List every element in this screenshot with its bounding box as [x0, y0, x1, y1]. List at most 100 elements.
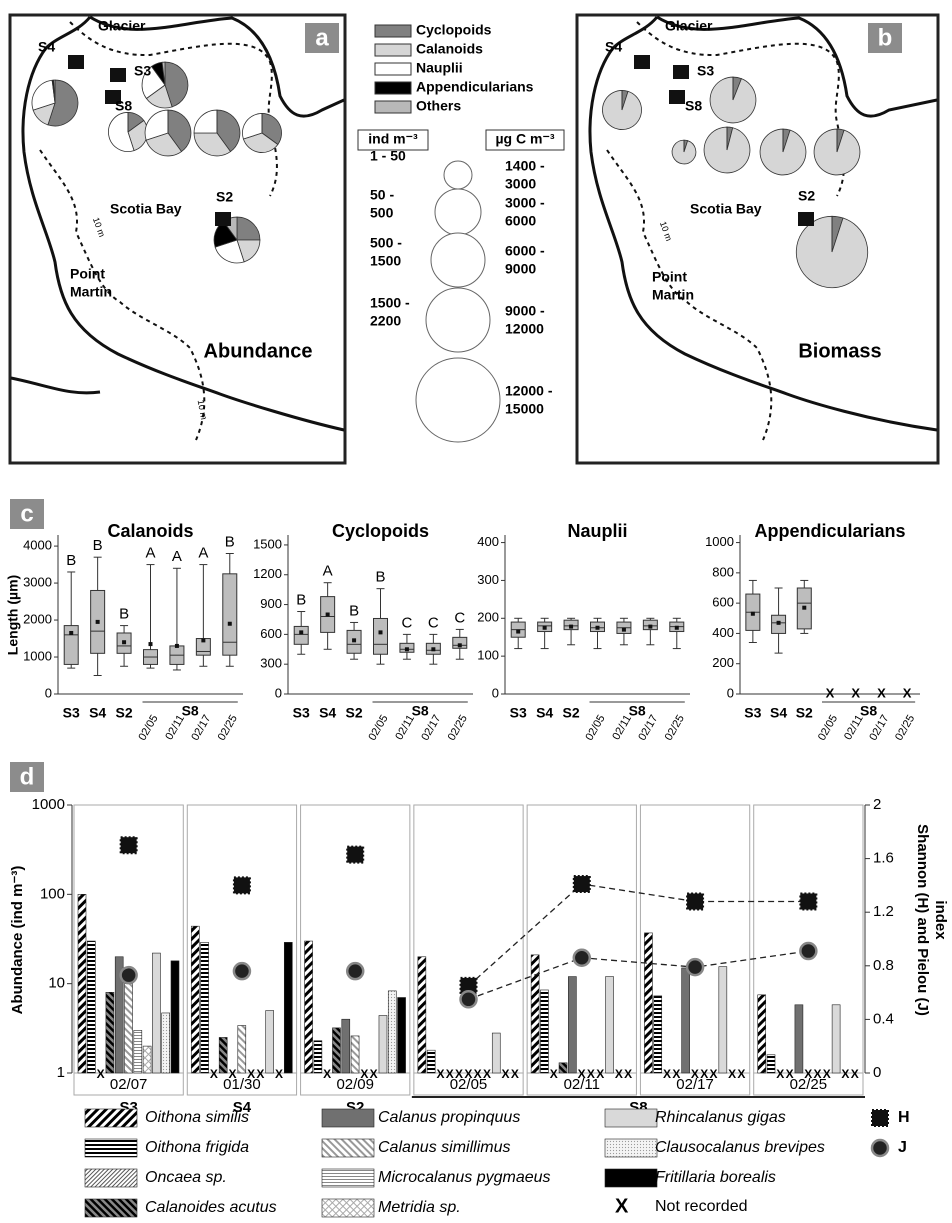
- x-tick-label: S4: [770, 705, 787, 721]
- legend-label: Others: [416, 98, 461, 114]
- legend-label: Metridia sp.: [378, 1199, 461, 1216]
- bar: [766, 1054, 776, 1074]
- mean: [569, 624, 574, 629]
- y2-tick-label: 0: [873, 1064, 881, 1081]
- y-tick-label: 200: [712, 655, 734, 670]
- map-title: Biomass: [798, 340, 881, 362]
- date-box: [526, 1072, 637, 1096]
- bar: [152, 952, 161, 1074]
- y2-tick-label: 0.4: [873, 1010, 894, 1027]
- coastline: [10, 376, 101, 395]
- not-recorded: X: [737, 1067, 745, 1081]
- panel-label-box: [305, 23, 339, 53]
- not-recorded: X: [474, 1067, 482, 1081]
- not-recorded: X: [228, 1067, 236, 1081]
- legend-swatch: [604, 1108, 658, 1128]
- not-recorded: X: [275, 1067, 283, 1081]
- pie-wedge: [236, 216, 261, 241]
- date-label: 02/09: [336, 1076, 374, 1093]
- x-tick-label: S3: [510, 705, 527, 721]
- not-recorded: X: [710, 1067, 718, 1081]
- bar: [313, 1040, 323, 1074]
- panel-label: c: [20, 500, 33, 527]
- unit-box: [485, 129, 565, 151]
- y2-tick-label: 1.6: [873, 850, 894, 867]
- not-recorded: X: [97, 1067, 105, 1081]
- place-label: Point: [70, 266, 105, 282]
- unit-label: ind m⁻³: [368, 131, 418, 147]
- size-class-circle: [425, 287, 491, 353]
- group-frame: [413, 804, 524, 1074]
- legend-label: Appendicularians: [416, 79, 534, 95]
- bar: [77, 894, 87, 1074]
- legend-swatch: [84, 1108, 138, 1128]
- legend-label: Oithona frigida: [145, 1139, 249, 1156]
- y-tick-label: 300: [477, 572, 499, 587]
- x-tick-label: 02/05: [583, 713, 607, 743]
- y-tick-label: 0: [45, 685, 52, 700]
- bar: [397, 997, 406, 1074]
- date-label: 02/05: [450, 1076, 488, 1093]
- x-tick-label: S3: [63, 705, 80, 721]
- not-recorded: X: [691, 1067, 699, 1081]
- bar: [218, 1037, 228, 1074]
- station-label: S2: [216, 189, 233, 205]
- station-marker: [105, 90, 121, 104]
- bar: [341, 1018, 351, 1074]
- index-line: [468, 950, 809, 1000]
- bar: [558, 1062, 568, 1074]
- coastline: [89, 15, 345, 118]
- not-recorded: X: [841, 1067, 849, 1081]
- index-marker: [346, 845, 365, 864]
- map-frame: [575, 13, 940, 465]
- group-frame: [753, 804, 864, 1074]
- station-label: S8: [685, 98, 702, 114]
- not-recorded: X: [247, 1067, 255, 1081]
- pie-wedge: [31, 79, 56, 111]
- station-marker: [669, 90, 685, 104]
- mean: [227, 621, 232, 626]
- mean: [750, 611, 755, 616]
- box: [452, 636, 468, 649]
- not-recorded: X: [483, 1067, 491, 1081]
- bar: [491, 1032, 501, 1074]
- y-tick-label: 3000: [23, 575, 52, 590]
- bar: [718, 966, 728, 1074]
- depth-label: 10 m: [658, 220, 674, 242]
- group-label: S8: [860, 703, 877, 719]
- date-label: 01/30: [223, 1076, 261, 1093]
- station-marker: [110, 68, 126, 82]
- panel-label: b: [878, 24, 893, 51]
- date-label: 02/11: [564, 1076, 600, 1093]
- y-tick-label: 2000: [23, 611, 52, 626]
- panel-label: a: [315, 24, 329, 51]
- legend-swatch: [321, 1138, 375, 1158]
- significance-letter: B: [375, 569, 385, 586]
- coastline: [21, 16, 345, 432]
- map-title: Abundance: [204, 340, 313, 362]
- bar: [124, 983, 133, 1074]
- mean: [352, 638, 357, 643]
- pie-wedge: [167, 109, 192, 153]
- not-recorded: X: [360, 1067, 368, 1081]
- class-label: 1 - 50: [370, 148, 406, 164]
- pie-wedge: [193, 109, 218, 134]
- panel-label-box: [10, 499, 44, 529]
- legend-label: Microcalanus pygmaeus: [378, 1169, 551, 1186]
- legend-label: Cyclopoids: [416, 22, 492, 38]
- legend-swatch: [374, 43, 412, 57]
- y-tick-label: 400: [477, 534, 499, 549]
- mean: [542, 625, 547, 630]
- legend-swatch: [374, 24, 412, 38]
- x-tick-label: S4: [89, 705, 106, 721]
- class-label: 500 -: [370, 235, 402, 251]
- place-label: Martin: [70, 284, 112, 300]
- legend-swatch: [84, 1138, 138, 1158]
- class-label: 1500 -: [370, 295, 410, 311]
- legend-label: Not recorded: [655, 1198, 748, 1215]
- significance-letter: C: [428, 614, 439, 631]
- x-tick-label: 02/05: [136, 713, 160, 743]
- y-tick-label: 10: [48, 975, 65, 992]
- place-label: Scotia Bay: [690, 201, 762, 217]
